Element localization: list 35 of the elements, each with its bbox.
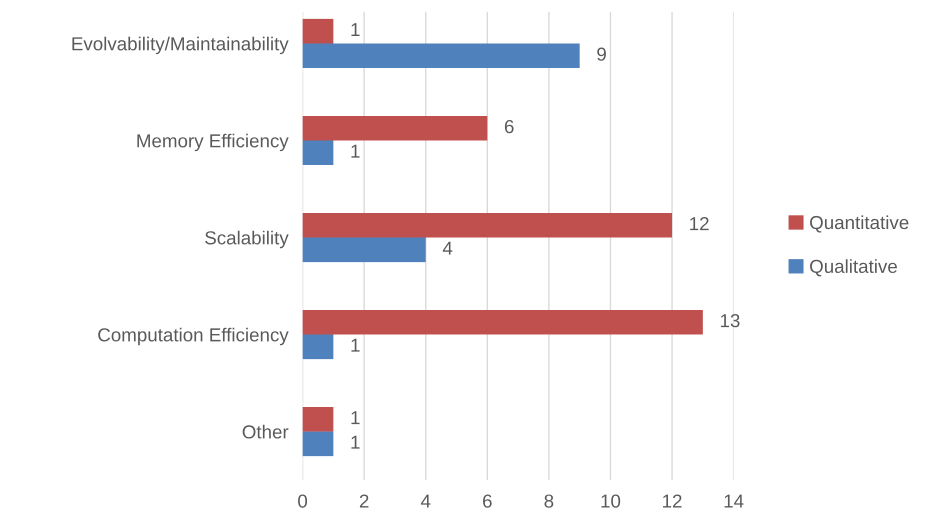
x-tick-label: 6 (483, 494, 492, 508)
x-tick-label: 8 (544, 494, 554, 508)
bar (302, 407, 334, 432)
bar (302, 334, 334, 360)
y-tick-label: Evolvability/Maintainability (72, 36, 289, 54)
data-label: 1 (351, 411, 360, 424)
bar (302, 116, 488, 140)
data-label: 13 (720, 314, 740, 328)
y-tick-label: Scalability (205, 230, 289, 248)
bar (302, 43, 580, 68)
y-tick-label: Memory Efficiency (137, 134, 289, 152)
bar (302, 310, 703, 335)
x-tick-label: 4 (420, 494, 430, 508)
bar (302, 238, 426, 262)
bar (302, 432, 334, 456)
x-tick-label: 10 (601, 494, 620, 508)
x-tick-label: 12 (663, 494, 682, 508)
legend-label: Qualitative (810, 259, 897, 276)
data-label: 1 (351, 436, 360, 449)
y-tick-label: Computation Efficiency (98, 328, 289, 346)
data-label: 1 (351, 144, 360, 158)
x-tick-label: 14 (724, 494, 744, 508)
x-tick-label: 2 (360, 494, 368, 508)
legend-label: Quantitative (810, 215, 908, 233)
data-label: 4 (442, 242, 452, 255)
bar (302, 140, 334, 166)
data-label: 1 (351, 338, 360, 352)
y-tick-label: Other (242, 424, 288, 439)
bar (302, 212, 672, 238)
x-tick-label: 0 (298, 494, 308, 508)
data-label: 6 (504, 120, 514, 134)
data-label: 9 (597, 48, 606, 61)
data-label: 1 (351, 23, 360, 36)
data-label: 12 (690, 217, 709, 230)
bar (302, 18, 334, 44)
